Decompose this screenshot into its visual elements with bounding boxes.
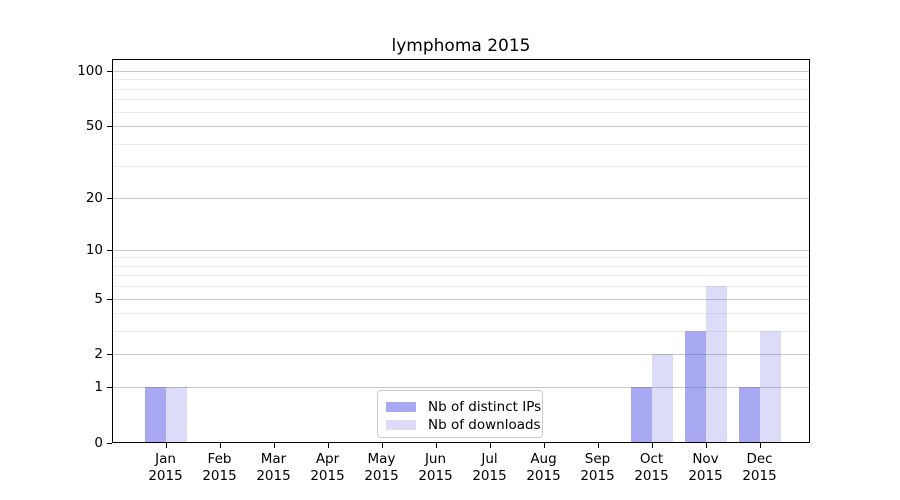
x-axis-tick [651, 443, 653, 448]
x-tick-label: Jan 2015 [148, 451, 183, 484]
legend-label-downloads: Nb of downloads [428, 417, 541, 433]
chart-title: lymphoma 2015 [391, 36, 531, 56]
y-tick-label: 100 [77, 62, 103, 79]
gridline-major [112, 249, 810, 251]
bar-downloads [165, 387, 187, 443]
x-tick-label: May 2015 [364, 451, 399, 484]
legend-swatch-downloads [386, 420, 416, 430]
y-tick-label: 0 [94, 435, 103, 451]
gridline-minor [112, 88, 810, 90]
x-tick-label: Jun 2015 [418, 451, 453, 484]
gridline-major [112, 197, 810, 199]
x-axis-tick [435, 443, 437, 448]
x-tick-label: Dec 2015 [742, 451, 777, 484]
bar-downloads [705, 286, 727, 443]
gridline-major [112, 298, 810, 300]
x-tick-label: Aug 2015 [526, 451, 561, 484]
legend-swatch-distinct-ips [386, 402, 416, 412]
y-axis-tick [107, 197, 112, 199]
gridline-minor [112, 257, 810, 259]
gridline-minor [112, 79, 810, 81]
y-axis-tick [107, 249, 112, 251]
legend: Nb of distinct IPs Nb of downloads [377, 390, 543, 438]
x-axis-tick [327, 443, 329, 448]
x-tick-label: Jul 2015 [472, 451, 507, 484]
y-tick-label: 1 [94, 379, 103, 396]
y-axis-tick [107, 443, 112, 444]
x-tick-label: Sep 2015 [580, 451, 615, 484]
gridline-minor [112, 331, 810, 333]
y-tick-label: 10 [85, 241, 103, 258]
x-tick-label: Feb 2015 [202, 451, 237, 484]
x-axis-tick [759, 443, 761, 448]
gridline-minor [112, 286, 810, 288]
y-axis-tick [107, 354, 112, 356]
gridline-major [112, 125, 810, 127]
x-axis-tick [597, 443, 599, 448]
x-axis-tick [705, 443, 707, 448]
y-axis-tick [107, 298, 112, 300]
x-tick-label: Oct 2015 [634, 451, 669, 484]
x-axis-tick [273, 443, 275, 448]
x-tick-label: Apr 2015 [310, 451, 345, 484]
y-tick-label: 2 [94, 346, 103, 363]
y-axis-tick [107, 125, 112, 127]
y-tick-label: 50 [85, 117, 103, 134]
x-tick-label: Nov 2015 [688, 451, 723, 484]
gridline-major [112, 354, 810, 356]
gridline-minor [112, 265, 810, 267]
bar-distinct-ips [738, 387, 760, 443]
gridline-major [112, 387, 810, 389]
bar-distinct-ips [684, 331, 706, 443]
y-axis-tick [107, 387, 112, 389]
plot-area [112, 59, 810, 443]
y-tick-label: 20 [85, 189, 103, 206]
gridline-minor [112, 111, 810, 113]
x-axis-tick [543, 443, 545, 448]
bar-downloads [651, 354, 673, 443]
x-axis-tick [165, 443, 167, 448]
bar-downloads [759, 331, 781, 443]
y-axis-tick [107, 70, 112, 72]
gridline-minor [112, 313, 810, 315]
y-tick-label: 5 [94, 290, 103, 307]
bar-distinct-ips [144, 387, 166, 443]
gridline-minor [112, 275, 810, 277]
gridline-major [112, 70, 810, 72]
gridline-minor [112, 143, 810, 145]
gridline-minor [112, 99, 810, 101]
bar-distinct-ips [630, 387, 652, 443]
gridline-minor [112, 166, 810, 168]
legend-item-distinct-ips: Nb of distinct IPs [386, 398, 542, 416]
legend-label-distinct-ips: Nb of distinct IPs [428, 399, 542, 415]
x-axis-tick [489, 443, 491, 448]
x-tick-label: Mar 2015 [256, 451, 291, 484]
legend-item-downloads: Nb of downloads [386, 416, 542, 434]
x-axis-tick [381, 443, 383, 448]
x-axis-tick [219, 443, 221, 448]
